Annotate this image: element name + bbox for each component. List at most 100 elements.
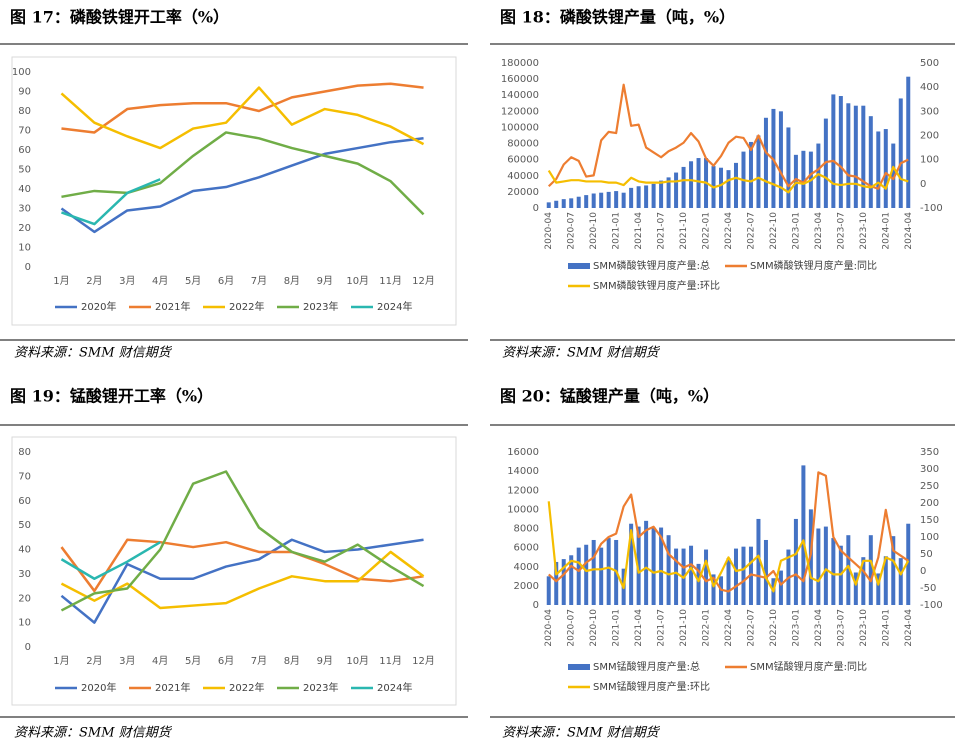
x-tick-label: 8月 (284, 275, 300, 287)
bar (861, 105, 866, 208)
x-tick-label: 2021-01 (612, 609, 622, 647)
x-tick-label: 2021-01 (612, 212, 622, 250)
legend-label: 2023年 (303, 300, 338, 313)
bar (689, 161, 694, 208)
x-tick-label: 2021-07 (657, 609, 667, 647)
y-tick-label: 80000 (507, 139, 539, 150)
y2-tick-label: -50 (920, 583, 936, 594)
bar (733, 162, 738, 208)
y2-tick-label: 400 (920, 82, 939, 93)
bar (786, 127, 791, 208)
x-tick-label: 3月 (119, 655, 135, 667)
legend-label: 2021年 (155, 681, 190, 694)
legend-label: 2024年 (377, 300, 412, 313)
y-tick-label: 80 (18, 447, 31, 458)
bar (651, 527, 656, 605)
y-tick-label: 40 (18, 184, 31, 195)
bar (831, 94, 836, 208)
series-line (547, 83, 909, 190)
figure-title: 图 20：锰酸锂产量（吨，%） (500, 387, 719, 406)
x-tick-label: 2021-07 (657, 212, 667, 250)
y-tick-label: 0 (533, 203, 539, 214)
bar (726, 558, 731, 605)
bar (584, 195, 589, 208)
legend-label: SMM磷酸铁锂月度产量:同比 (750, 259, 877, 272)
bar (793, 154, 798, 208)
x-tick-label: 12月 (412, 655, 435, 667)
x-tick-label: 10月 (346, 655, 369, 667)
source-note: 资料来源：SMM 财信期货 (502, 726, 661, 741)
bar (756, 518, 761, 605)
figure-title: 图 18：磷酸铁锂产量（吨，%） (500, 8, 735, 27)
bar (816, 143, 821, 208)
x-tick-label: 7月 (251, 275, 267, 287)
y-tick-label: 20 (18, 593, 31, 604)
y-tick-label: 60000 (507, 155, 539, 166)
bar (576, 547, 581, 605)
series-line (547, 165, 909, 194)
y2-tick-label: 200 (920, 498, 939, 509)
x-tick-label: 2020-10 (589, 212, 599, 250)
bar (561, 199, 566, 208)
bar (546, 576, 551, 605)
x-tick-label: 2022-01 (702, 212, 712, 250)
y-tick-label: 0 (25, 642, 31, 653)
bar (599, 192, 604, 208)
y2-tick-label: -100 (920, 203, 943, 214)
x-tick-label: 12月 (412, 275, 435, 287)
x-tick-label: 2021-04 (634, 609, 644, 647)
y2-tick-label: 100 (920, 155, 939, 166)
bar (719, 167, 724, 208)
bar (599, 547, 604, 605)
legend-label: SMM锰酸锂月度产量:环比 (593, 680, 710, 693)
x-tick-label: 2020-07 (567, 609, 577, 647)
y-tick-label: 40 (18, 545, 31, 556)
y-tick-label: 50 (18, 520, 31, 531)
y-tick-label: 0 (25, 262, 31, 273)
bar (689, 545, 694, 605)
x-tick-label: 2023-07 (836, 212, 846, 250)
bar (801, 465, 806, 605)
y2-tick-label: 350 (920, 447, 939, 458)
x-tick-label: 2024-04 (904, 609, 914, 647)
y2-tick-label: 300 (920, 464, 939, 475)
x-tick-label: 2023-04 (814, 609, 824, 647)
bar (696, 158, 701, 208)
x-tick-label: 2021-10 (679, 609, 689, 647)
y-tick-label: 10 (18, 618, 31, 629)
bar (823, 526, 828, 605)
series-line (60, 541, 161, 580)
legend-swatch (568, 664, 590, 670)
bar (741, 546, 746, 605)
bar (778, 570, 783, 605)
x-tick-label: 2022-10 (769, 609, 779, 647)
y2-tick-label: 200 (920, 131, 939, 142)
x-tick-label: 2023-07 (836, 609, 846, 647)
bar (838, 96, 843, 208)
x-tick-label: 2月 (86, 275, 102, 287)
x-tick-label: 2020-04 (544, 609, 554, 647)
bar (629, 523, 634, 605)
bar (554, 200, 559, 208)
legend-label: 2022年 (229, 681, 264, 694)
bar (846, 535, 851, 605)
y-tick-label: 100 (12, 67, 31, 78)
x-tick-label: 2022-07 (746, 212, 756, 250)
bar (861, 557, 866, 605)
x-tick-label: 2022-04 (724, 609, 734, 647)
x-tick-label: 1月 (53, 655, 69, 667)
chart-frame (11, 56, 457, 326)
bar (636, 526, 641, 605)
y-tick-label: 0 (533, 600, 539, 611)
x-tick-label: 2020-10 (589, 609, 599, 647)
bar (763, 539, 768, 605)
bar (891, 536, 896, 605)
bar (696, 563, 701, 605)
x-tick-label: 2021-04 (634, 212, 644, 250)
x-tick-label: 7月 (251, 655, 267, 667)
y-tick-label: 70 (18, 471, 31, 482)
bar (636, 186, 641, 208)
bar (711, 574, 716, 605)
y2-tick-label: -100 (920, 600, 943, 611)
